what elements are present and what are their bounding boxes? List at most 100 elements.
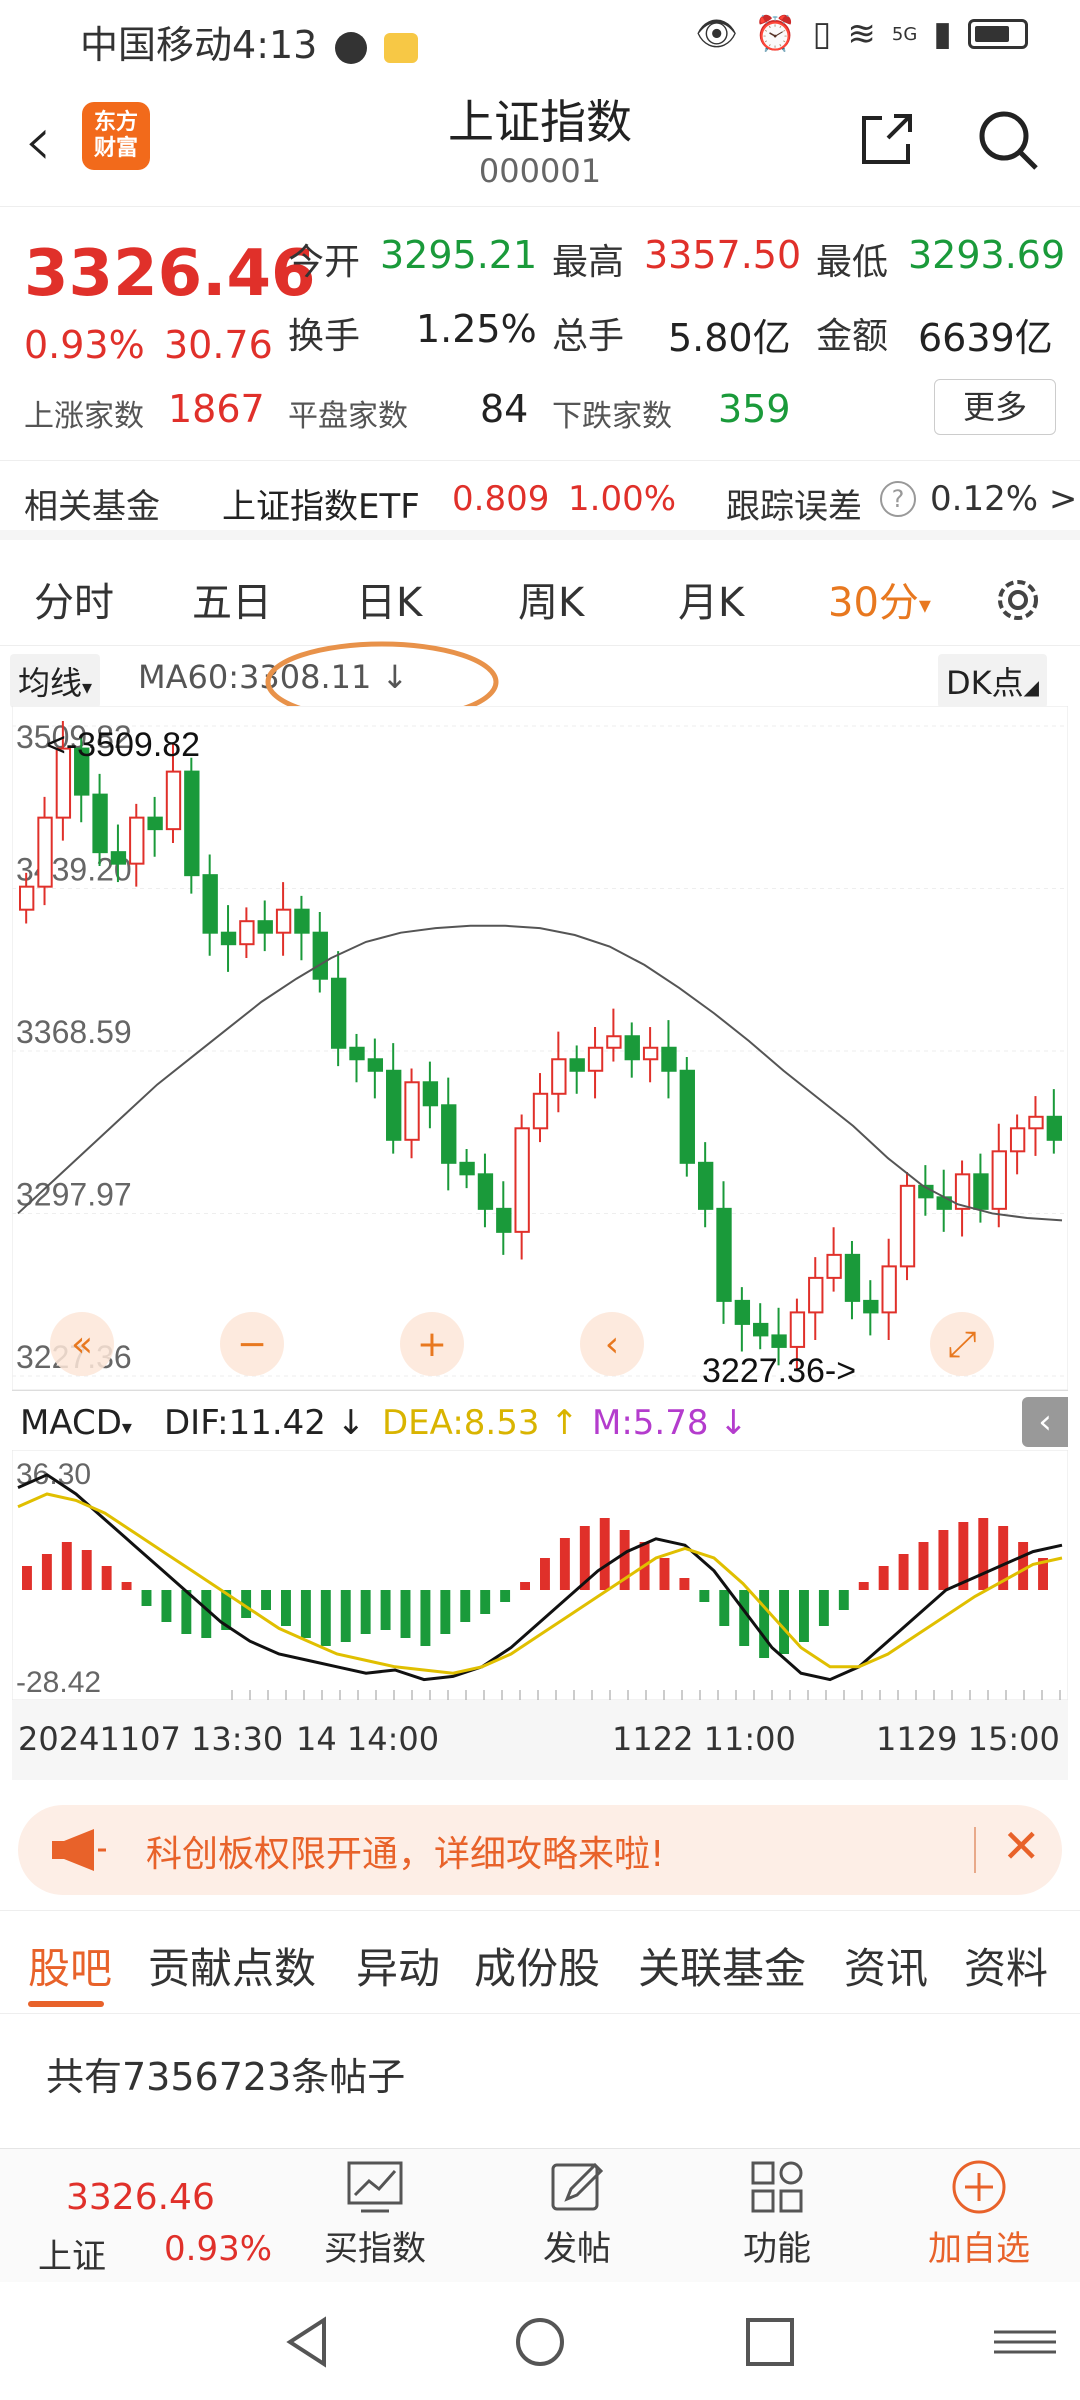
macd-bar — [121, 1582, 132, 1590]
x-tick: 20241107 13:30 — [18, 1720, 284, 1758]
candlestick-chart[interactable]: 3509.823439.203368.593297.973227.36<-350… — [12, 706, 1068, 1390]
tab-weekly-k[interactable]: 周K — [518, 580, 585, 626]
tab-monthly-k[interactable]: 月K — [678, 580, 745, 626]
tab-daily-k[interactable]: 日K — [356, 580, 423, 626]
candle — [734, 1299, 751, 1325]
help-icon[interactable]: ? — [880, 481, 916, 517]
status-icons: 👁 ⏰ ▯ ≋ 5G ▮ — [695, 14, 1028, 54]
macd-bar — [599, 1518, 610, 1590]
expand-icon[interactable]: ⤢ — [948, 1324, 977, 1365]
candle — [532, 1092, 549, 1130]
page-title: 上证指数 — [448, 95, 632, 149]
plus-circle-icon — [952, 2160, 1006, 2214]
tab-components[interactable]: 成份股 — [474, 1944, 601, 1993]
change-percent: 0.93% — [24, 323, 145, 367]
macd-bar — [1018, 1542, 1029, 1590]
indicator-row: 均线▾ MA60:3308.11 ↓ DK点◢ — [0, 641, 1080, 723]
buy-index-button[interactable]: 买指数 — [300, 2159, 450, 2270]
macd-bar — [938, 1530, 949, 1590]
promo-banner[interactable]: 科创板权限开通，详细攻略来啦! ✕ — [18, 1805, 1062, 1895]
candle — [422, 1081, 439, 1107]
back-button[interactable]: ‹ — [24, 100, 52, 182]
y-tick-label: 3368.59 — [16, 1014, 132, 1050]
low-label: 最低 — [816, 242, 889, 283]
post-button[interactable]: 发帖 — [502, 2159, 652, 2270]
related-fund-row[interactable]: 相关基金 上证指数ETF 0.809 1.00% 跟踪误差 ? 0.12% > — [0, 460, 1080, 540]
functions-button[interactable]: 功能 — [702, 2159, 852, 2270]
system-nav-bar — [0, 2282, 1080, 2400]
banner-divider — [974, 1827, 976, 1873]
low-value: 3293.69 — [908, 233, 1066, 277]
tab-30min[interactable]: 30分▾ — [828, 570, 931, 628]
x-tick: 1129 15:00 — [876, 1720, 1060, 1758]
status-carrier-time: 中国移动4:13 — [80, 14, 418, 69]
candle — [239, 920, 255, 946]
ma-selector-label: 均线 — [18, 664, 83, 702]
nav-home-icon[interactable] — [512, 2314, 568, 2370]
ma-selector[interactable]: 均线▾ — [10, 654, 101, 708]
candle — [1009, 1127, 1026, 1153]
add-watchlist-button[interactable]: 加自选 — [904, 2159, 1054, 2270]
close-icon[interactable]: ✕ — [1002, 1819, 1041, 1873]
down-count: 359 — [718, 387, 791, 431]
open-value: 3295.21 — [380, 233, 538, 277]
dk-point-selector[interactable]: DK点◢ — [938, 654, 1048, 708]
tab-anomaly[interactable]: 异动 — [356, 1944, 441, 1993]
macd-bar — [281, 1590, 291, 1626]
network-label: 5G — [891, 23, 918, 45]
fund-price: 0.809 — [452, 479, 550, 519]
app-logo[interactable]: 东方 财富 — [82, 102, 150, 170]
logo-line-1: 东方 — [93, 110, 138, 135]
candle — [92, 793, 108, 854]
gear-icon[interactable] — [990, 572, 1046, 628]
tracking-error-label: 跟踪误差 — [726, 487, 862, 527]
volume-label: 总手 — [552, 316, 625, 357]
candle — [55, 747, 72, 819]
macd-selector[interactable]: MACD▾ — [12, 1399, 140, 1447]
chevrons-left-icon-bg — [50, 1312, 114, 1376]
chevrons-left-icon[interactable]: « — [71, 1324, 93, 1365]
tab-profile[interactable]: 资料 — [964, 1944, 1049, 1993]
period-tabs: 分时 五日 日K 周K 月K 30分▾ — [0, 550, 1080, 646]
candle — [973, 1173, 989, 1210]
collapse-icon[interactable]: ‹ — [1022, 1397, 1068, 1447]
candle — [257, 920, 273, 934]
tab-intraday[interactable]: 分时 — [34, 580, 114, 626]
quote-panel: 3326.46 0.93% 30.76 今开 3295.21 最高 3357.5… — [0, 207, 1080, 457]
macd-bar — [22, 1566, 32, 1590]
up-count: 1867 — [168, 387, 265, 431]
search-icon[interactable] — [976, 108, 1040, 172]
more-button[interactable]: 更多 — [934, 379, 1056, 435]
tab-news[interactable]: 资讯 — [844, 1944, 929, 1993]
candle — [1028, 1115, 1044, 1130]
dea-line — [17, 1492, 1063, 1675]
nav-back-icon[interactable] — [280, 2314, 336, 2370]
corner-arrow-icon: ◢ — [1023, 675, 1040, 699]
candle — [551, 1058, 567, 1095]
ma60-line — [17, 924, 1063, 1222]
minus-icon[interactable]: − — [237, 1324, 267, 1365]
macd-bar — [360, 1590, 371, 1634]
nav-recents-icon[interactable] — [742, 2314, 798, 2370]
tab-30min-label: 30分 — [828, 580, 919, 626]
toolbar-percent: 0.93% — [164, 2229, 273, 2269]
tab-guba[interactable]: 股吧 — [28, 1944, 113, 1993]
grid-icon — [751, 2161, 803, 2213]
content-tabs: 股吧 贡献点数 异动 成份股 关联基金 资讯 资料 — [0, 1910, 1080, 2014]
candle — [19, 885, 35, 911]
m-value: M:5.78 ↓ — [592, 1403, 748, 1443]
down-count-label: 下跌家数 — [552, 399, 672, 434]
candle — [147, 816, 163, 831]
tab-related-funds[interactable]: 关联基金 — [638, 1944, 807, 1993]
candle — [679, 1069, 695, 1164]
bottom-toolbar: 3326.46 上证 0.93% 买指数 发帖 功能 加自选 — [0, 2148, 1080, 2282]
plus-icon[interactable]: + — [417, 1324, 447, 1365]
x-tick: 1122 11:00 — [612, 1720, 796, 1758]
chevron-left-icon[interactable]: ‹ — [605, 1324, 619, 1365]
dif-line — [17, 1473, 1063, 1682]
share-icon[interactable] — [858, 110, 916, 168]
nav-menu-icon[interactable] — [990, 2322, 1060, 2362]
tab-five-day[interactable]: 五日 — [192, 580, 272, 626]
tab-contribution[interactable]: 贡献点数 — [148, 1944, 317, 1993]
macd-chart: 36.30 -28.42 — [12, 1450, 1068, 1700]
